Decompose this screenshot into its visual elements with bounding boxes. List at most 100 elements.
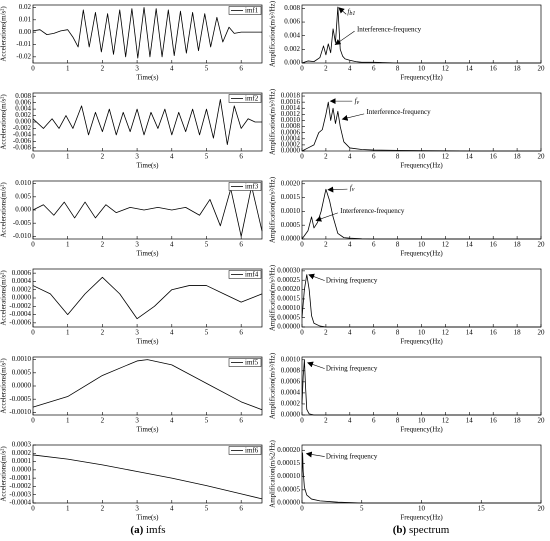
y-tick-label: 0.0018 xyxy=(281,92,301,100)
y-tick-label: 0.0000 xyxy=(12,465,32,473)
x-tick-label: 6 xyxy=(239,417,243,425)
legend-box xyxy=(228,270,262,279)
plot-frame xyxy=(301,92,542,152)
x-tick-label: 18 xyxy=(514,241,522,249)
x-tick-label: 20 xyxy=(538,241,546,249)
x-tick-label: 20 xyxy=(538,153,546,161)
x-axis-title: Frequency(Hz) xyxy=(400,338,443,346)
annotation-arrow xyxy=(307,361,325,369)
plot-frame xyxy=(32,356,263,416)
y-tick-label: 0.00000 xyxy=(277,323,300,331)
x-tick-label: 10 xyxy=(418,505,426,513)
y-tick-label: -0.0004 xyxy=(9,499,31,507)
y-tick-label: -0.004 xyxy=(13,130,32,138)
data-line xyxy=(301,6,541,64)
y-tick-label: 0.0000 xyxy=(12,382,32,390)
x-tick-label: 5 xyxy=(205,65,209,73)
y-tick-label: 0.01 xyxy=(19,15,32,23)
caption-text: imfs xyxy=(146,524,166,536)
x-tick-label: 0 xyxy=(300,241,304,249)
annotation: Driving frequency xyxy=(326,364,378,372)
y-tick-label: 0.0004 xyxy=(12,277,32,285)
y-tick-label: 0.0001 xyxy=(12,457,32,465)
x-tick-label: 3 xyxy=(135,505,139,513)
annotation-text: Driving frequency xyxy=(326,364,378,372)
x-tick-label: 3 xyxy=(135,329,139,337)
y-tick-label: 0.0010 xyxy=(12,355,32,363)
y-tick-label: 0.008 xyxy=(284,4,300,12)
x-tick-label: 6 xyxy=(239,505,243,513)
x-tick-label: 6 xyxy=(372,153,376,161)
x-tick-label: 10 xyxy=(418,241,426,249)
x-tick-label: 16 xyxy=(490,153,498,161)
plot-frame xyxy=(32,268,263,328)
x-tick-label: 16 xyxy=(490,65,498,73)
y-tick-label: 0.0020 xyxy=(281,179,301,187)
annotation: Interference-frequency xyxy=(340,207,405,215)
x-tick-label: 4 xyxy=(170,153,174,161)
x-tick-label: 0 xyxy=(31,153,35,161)
y-tick-label: 0.0000 xyxy=(12,294,32,302)
y-tick-label: 0.0010 xyxy=(281,355,301,363)
x-tick-label: 8 xyxy=(396,417,400,425)
y-tick-label: 0.005 xyxy=(15,192,31,200)
y-axis-title: Amplification(m/s²/Hz) xyxy=(269,176,277,243)
x-tick-label: 4 xyxy=(170,505,174,513)
plot-frame xyxy=(32,180,263,240)
x-tick-label: 20 xyxy=(538,329,546,337)
x-tick-label: 12 xyxy=(442,241,450,249)
x-tick-label: 1 xyxy=(66,65,70,73)
x-tick-label: 4 xyxy=(348,153,352,161)
caption-b: (b) spectrum xyxy=(393,524,450,536)
x-tick-label: 3 xyxy=(135,153,139,161)
x-tick-label: 0 xyxy=(300,505,304,513)
plot-frame xyxy=(32,444,263,504)
caption-a: (a) imfs xyxy=(130,524,165,536)
y-tick-label: 0.0006 xyxy=(281,377,301,385)
annotation: fv xyxy=(350,184,355,194)
annotation-arrow xyxy=(341,113,365,121)
x-axis-title: Time(s) xyxy=(137,74,160,82)
y-axis-title: Accelerations(m/s²) xyxy=(0,182,8,238)
legend-label: imf6 xyxy=(245,446,259,454)
x-tick-label: 2 xyxy=(324,417,328,425)
y-tick-label: 0.0012 xyxy=(281,110,301,118)
x-tick-label: 10 xyxy=(418,417,426,425)
x-tick-label: 12 xyxy=(442,417,450,425)
x-tick-label: 5 xyxy=(205,329,209,337)
x-tick-label: 14 xyxy=(466,329,474,337)
y-tick-label: 0.0004 xyxy=(281,389,301,397)
y-tick-label: -0.0002 xyxy=(9,302,31,310)
data-line xyxy=(301,274,541,328)
annotation-text: Interference-frequency xyxy=(367,108,432,116)
y-tick-label: -0.0004 xyxy=(9,310,31,318)
annotation-sub: v xyxy=(357,100,360,106)
x-tick-label: 1 xyxy=(66,505,70,513)
x-tick-label: 14 xyxy=(466,65,474,73)
legend-box xyxy=(228,6,262,15)
y-tick-label: 0.0004 xyxy=(281,134,301,142)
x-tick-label: 0 xyxy=(31,241,35,249)
x-tick-label: 0 xyxy=(300,153,304,161)
y-tick-label: -0.006 xyxy=(13,137,32,145)
x-tick-label: 10 xyxy=(418,65,426,73)
x-tick-label: 12 xyxy=(442,65,450,73)
legend-label: imf4 xyxy=(245,270,259,278)
x-tick-label: 2 xyxy=(101,505,105,513)
y-tick-label: 0.0005 xyxy=(281,221,301,229)
x-axis-title: Time(s) xyxy=(137,162,160,170)
data-line xyxy=(32,185,263,237)
x-tick-label: 2 xyxy=(324,329,328,337)
x-tick-label: 4 xyxy=(170,417,174,425)
y-tick-label: 0.004 xyxy=(284,31,300,39)
x-tick-label: 6 xyxy=(372,329,376,337)
x-tick-label: 4 xyxy=(348,241,352,249)
annotation-text: f xyxy=(355,97,358,105)
y-tick-label: 0.0000 xyxy=(281,147,301,155)
x-tick-label: 3 xyxy=(135,65,139,73)
y-tick-label: 0.0008 xyxy=(281,366,301,374)
y-tick-label: -0.0003 xyxy=(9,490,31,498)
y-tick-label: 0.0000 xyxy=(281,235,301,243)
y-tick-label: 0.00010 xyxy=(277,304,300,312)
